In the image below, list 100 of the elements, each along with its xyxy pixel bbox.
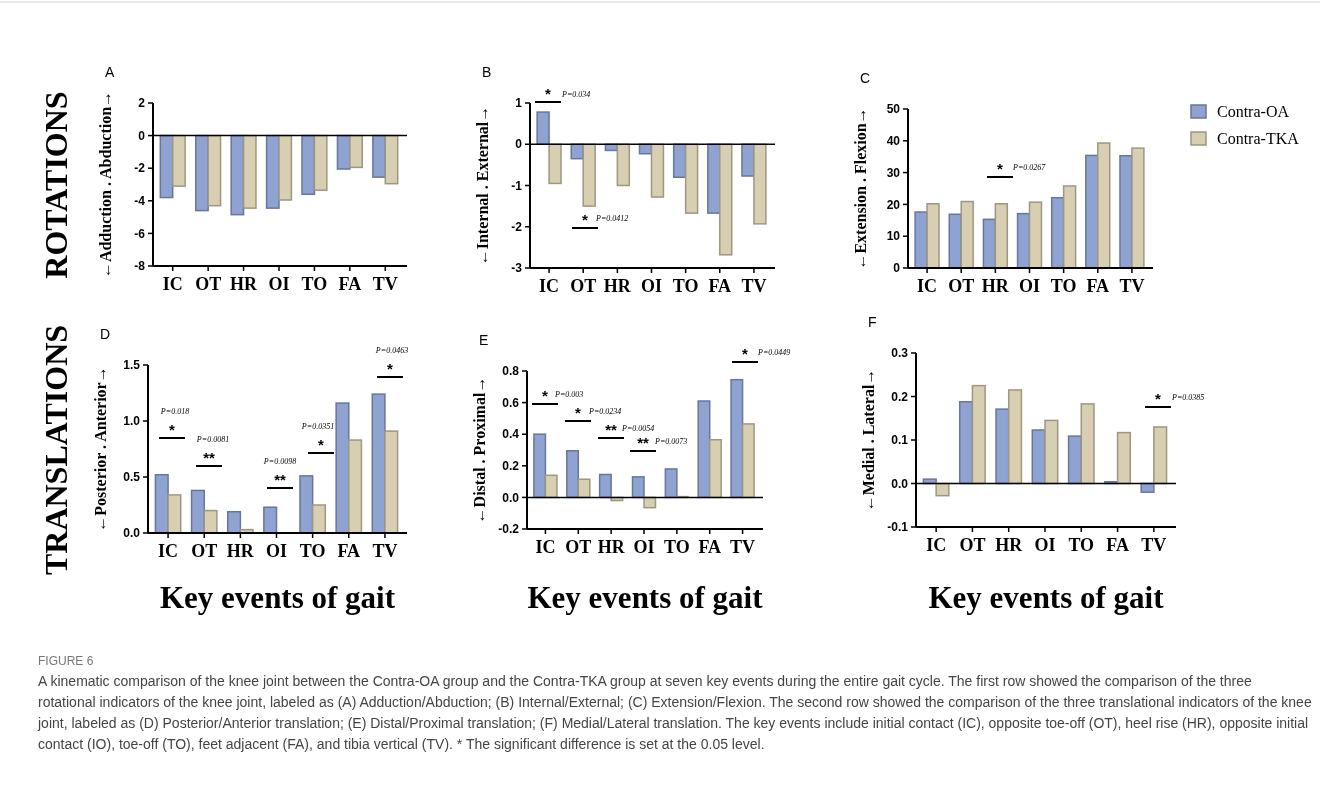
y-tick-label: 0.1 — [891, 433, 909, 448]
x-tick-label: TV — [1119, 276, 1145, 296]
text: * — [545, 85, 552, 102]
y-tick-label: 0.0 — [123, 526, 141, 541]
x-tick-label: IC — [162, 274, 183, 294]
x-tick-label: TO — [299, 541, 326, 561]
x-tick-label: OT — [195, 274, 222, 294]
x-tick-label: FA — [1106, 535, 1129, 555]
annotation: P=0.0081 — [195, 435, 230, 444]
y-tick-label: -4 — [134, 194, 146, 208]
caption: FIGURE 6 — [38, 654, 94, 668]
annotation: P=0.003 — [554, 390, 584, 399]
x-tick-label: TV — [730, 537, 756, 557]
y-tick-label: 40 — [886, 134, 901, 148]
y-tick-label: 50 — [886, 102, 901, 117]
x-tick-label: TO — [672, 276, 699, 296]
y-axis-title: ←Medial . Lateral→ — [860, 368, 877, 512]
annotation: ** — [637, 434, 649, 451]
annotation: ** — [274, 471, 286, 488]
x-tick-label: FA — [698, 537, 722, 557]
x-tick-label: OI — [265, 541, 288, 561]
text: * — [742, 345, 749, 362]
x-tick-label: HR — [226, 541, 255, 561]
annotation: * — [318, 436, 325, 453]
x-tick-label: OT — [948, 276, 975, 296]
x-tick-label: TV — [1141, 535, 1167, 555]
x-tick-label: TO — [301, 274, 328, 294]
x-tick-label: OI — [268, 274, 290, 294]
annotation: ** — [605, 421, 617, 438]
y-tick-label: -2 — [134, 161, 146, 176]
x-tick-label: TO — [1068, 535, 1095, 555]
y-tick-label: 0.8 — [502, 364, 520, 379]
annotation: * — [542, 387, 549, 404]
x-tick-label: IC — [539, 276, 560, 296]
y-tick-label: 1 — [515, 96, 523, 111]
annotation: P=0.0267 — [1012, 163, 1047, 172]
y-tick-label: 0.5 — [123, 470, 141, 485]
x-tick-label: TV — [372, 541, 398, 561]
x-tick-label: OT — [959, 535, 986, 555]
x-tick-label: HR — [981, 276, 1010, 296]
x-tick-label: FA — [708, 276, 732, 296]
text: A kinematic comparison of the knee joint between the Contra-OA group and the Contra-TKA group at seven key events during the entire gait cycle. The first row showed the comparison of the three rotational indicators of the knee joint, labeled as (A) Adduction/Abduction; (B) Internal/External; (C) Extension/Flexion. The second row showed the comparison of the three translational indicators of the knee joint, labeled as (D) Posterior/Anterior translation; (E) Distal/Proximal translation; (F) Medial/Lateral translation. The key events include initial contact (IC), opposite toe-off (OT), heel rise (HR), opposite initial contact (IO), toe-off (TO), feet adjacent (FA), and tibia vertical (TV). * The significant difference is set at the 0.05 level. — [37, 673, 1312, 752]
x-tick-label: OI — [1034, 535, 1056, 555]
y-tick-label: 0 — [515, 137, 523, 152]
y-tick-label: 10 — [886, 229, 901, 244]
annotation: * — [169, 421, 176, 438]
x-axis-title: Key events of gait — [159, 580, 396, 615]
y-tick-label: -1 — [511, 178, 523, 193]
y-tick-label: -2 — [511, 219, 523, 234]
y-tick-label: 0.3 — [891, 346, 909, 361]
chart-title: F — [868, 314, 877, 330]
text: P=0.0463 — [374, 346, 409, 355]
y-tick-label: 1.0 — [123, 414, 141, 429]
x-tick-label: FA — [338, 274, 362, 294]
annotation: P=0.0351 — [300, 422, 335, 431]
chart-title: D — [100, 326, 111, 342]
y-tick-label: -6 — [134, 226, 146, 241]
x-tick-label: TO — [664, 537, 690, 557]
annotation: P=0.0234 — [588, 407, 622, 416]
x-tick-label: OI — [1018, 276, 1041, 296]
x-tick-label: OI — [640, 276, 663, 296]
y-axis-title: ←Internal . External→ — [474, 105, 491, 266]
y-tick-label: 0.0 — [891, 476, 909, 491]
x-tick-label: HR — [597, 537, 626, 557]
annotation: P=0.0385 — [1171, 393, 1205, 402]
y-tick-label: 30 — [886, 165, 901, 180]
annotation: P=0.0098 — [262, 457, 297, 466]
y-tick-label: -0.1 — [887, 520, 909, 535]
y-tick-label: 0.4 — [502, 427, 520, 442]
y-axis-title: ←Distal . Proximal→ — [471, 376, 488, 524]
annotation: P=0.0412 — [595, 214, 629, 223]
y-tick-label: 20 — [886, 197, 901, 212]
y-tick-label: 0.0 — [502, 490, 520, 505]
y-tick-label: 2 — [138, 96, 146, 111]
chart-title: A — [105, 64, 115, 80]
y-axis-title: ←Posterior . Anterior→ — [92, 366, 109, 532]
text: TRANSLATIONS — [38, 324, 74, 576]
annotation: P=0.0054 — [621, 424, 655, 433]
y-tick-label: 0.6 — [502, 395, 520, 410]
chart-title: C — [860, 70, 871, 86]
x-tick-label: TO — [1050, 276, 1077, 296]
y-axis-title: ←Adduction . Abduction→ — [97, 90, 114, 279]
x-tick-label: TV — [741, 276, 767, 296]
x-axis-title: Key events of gait — [527, 580, 764, 615]
y-tick-label: 0.2 — [891, 389, 909, 404]
y-tick-label: 0 — [893, 261, 901, 276]
annotation: * — [1155, 390, 1162, 407]
text: P=0.0449 — [757, 348, 791, 357]
x-tick-label: OI — [633, 537, 655, 557]
y-tick-label: 0 — [138, 128, 146, 143]
y-tick-label: -0.2 — [498, 522, 520, 537]
x-tick-label: FA — [1086, 276, 1110, 296]
annotation: * — [997, 160, 1004, 177]
x-tick-label: HR — [230, 274, 259, 294]
x-tick-label: TV — [372, 274, 398, 294]
annotation: * — [582, 211, 589, 228]
x-tick-label: IC — [158, 541, 179, 561]
x-tick-label: IC — [917, 276, 938, 296]
y-tick-label: 0.2 — [502, 459, 520, 473]
x-tick-label: HR — [995, 535, 1024, 555]
